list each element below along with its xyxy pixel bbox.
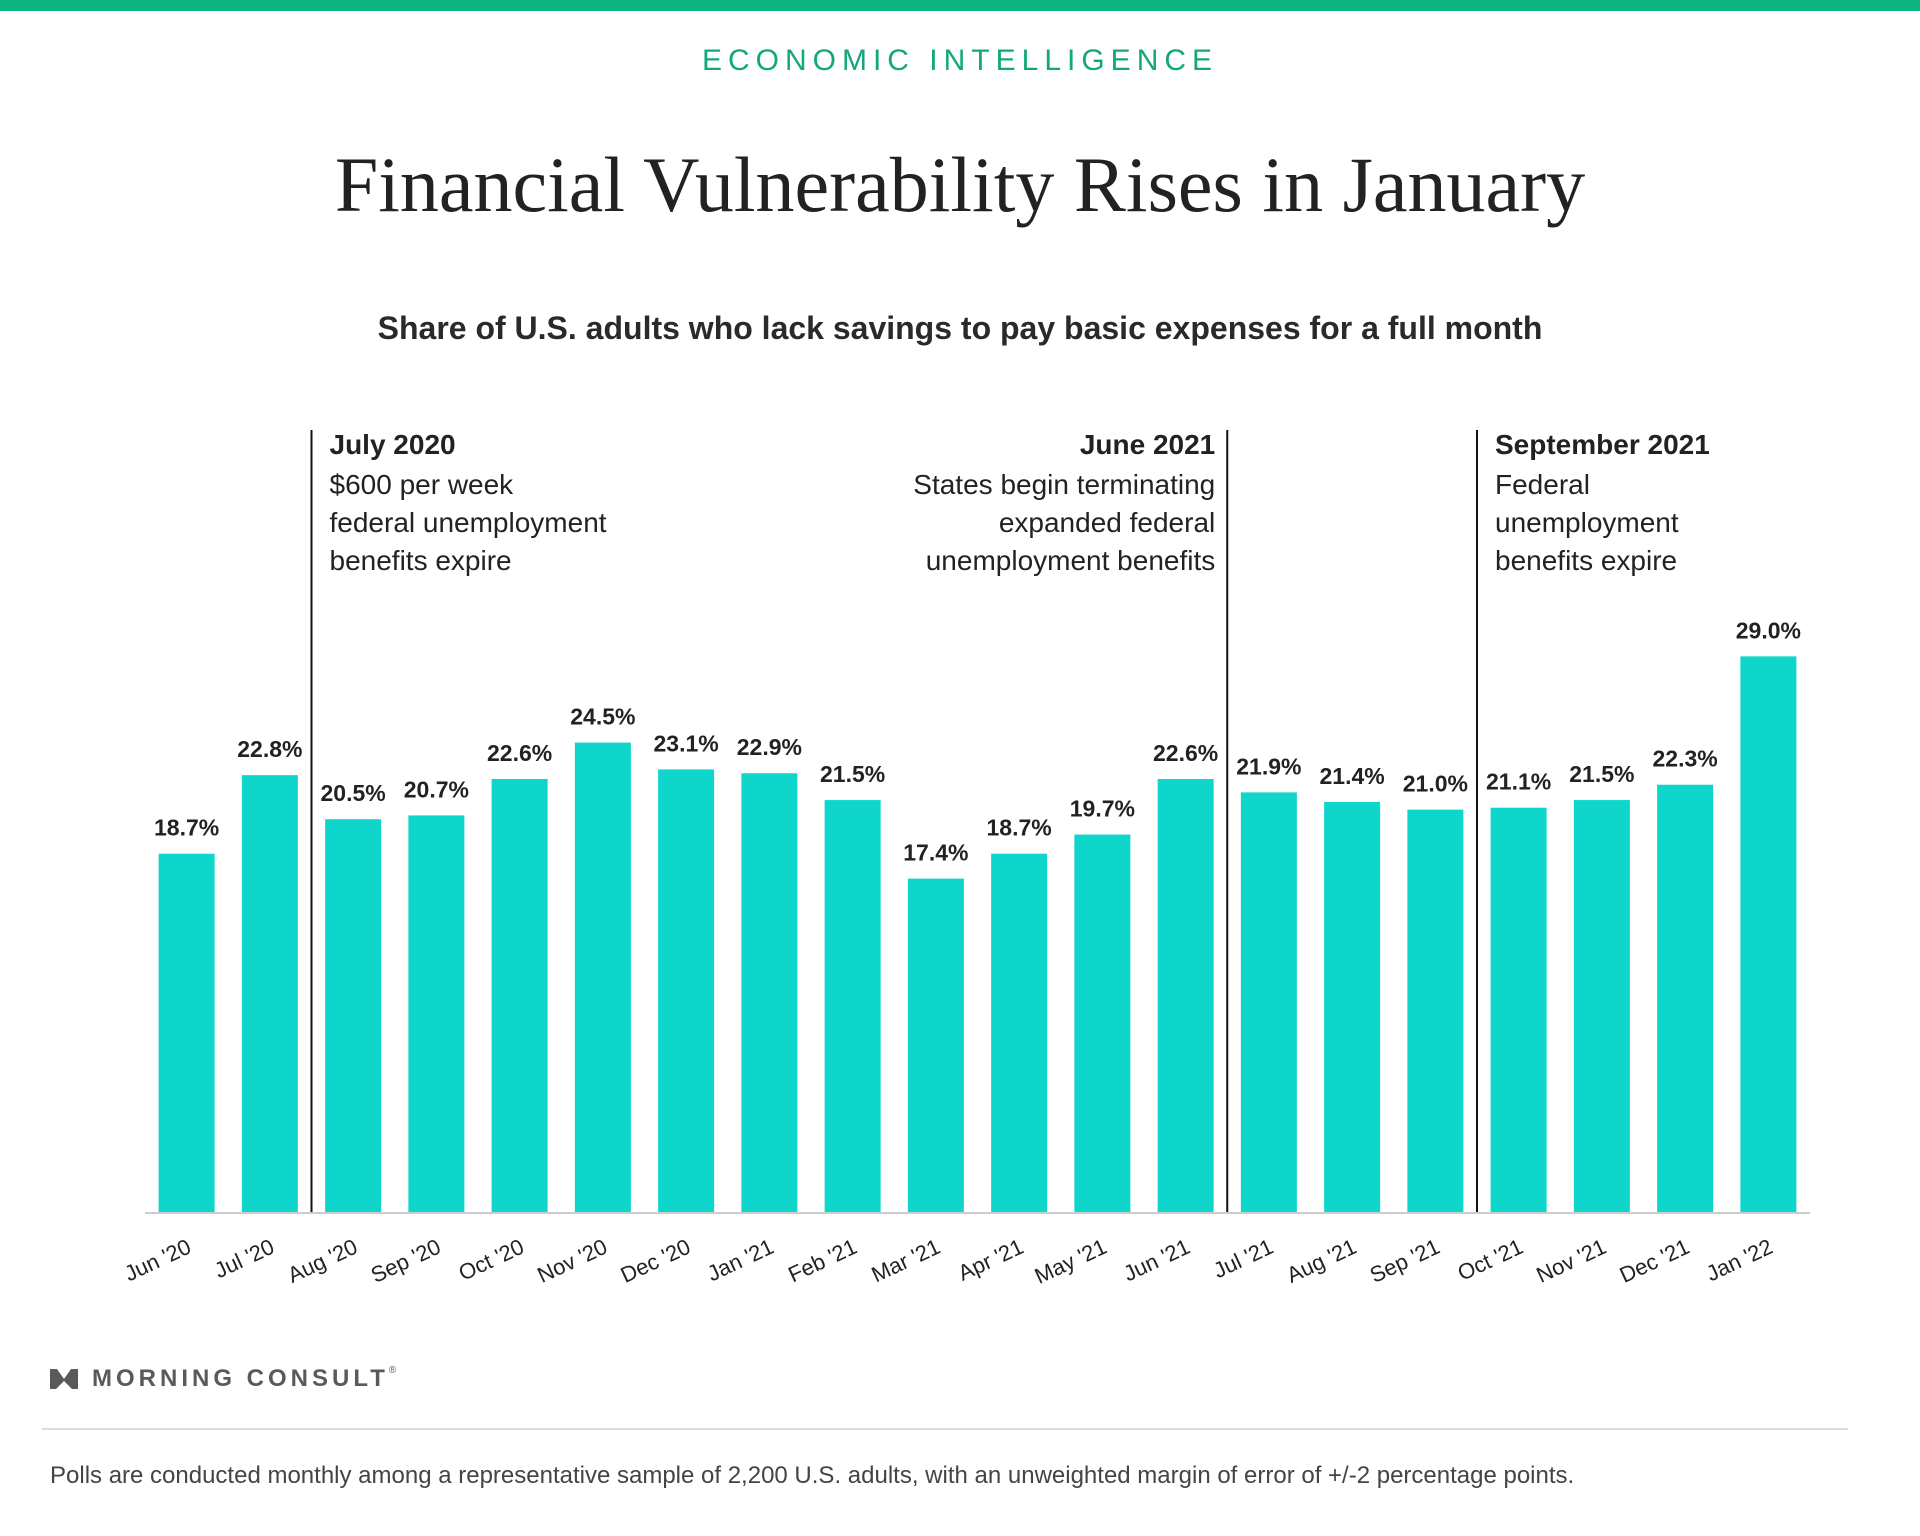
x-tick-label: Oct '20 (455, 1234, 528, 1286)
brand-mark: ® (388, 1365, 397, 1376)
chart-subtitle: Share of U.S. adults who lack savings to… (377, 310, 1543, 346)
bar-value-label: 22.3% (1653, 746, 1718, 772)
bar-value-label: 22.6% (487, 740, 552, 766)
x-tick-label: Feb '21 (784, 1234, 860, 1287)
bar-value-label: 21.4% (1320, 763, 1385, 789)
annotation-text: benefits expire (1495, 545, 1677, 576)
bar (1490, 807, 1547, 1212)
x-tick-label: Dec '21 (1616, 1234, 1694, 1288)
bar (325, 819, 382, 1212)
annotation-text: $600 per week (330, 469, 515, 500)
annotation-text: unemployment benefits (926, 545, 1216, 576)
x-tick-label: Jun '20 (120, 1234, 194, 1286)
x-tick-label: Dec '20 (617, 1234, 695, 1288)
annotation-text: unemployment (1495, 507, 1679, 538)
bar (741, 773, 798, 1212)
bar-value-label: 20.7% (404, 776, 469, 802)
bar-value-label: 24.5% (570, 704, 635, 730)
x-tick-label: Jan '22 (1702, 1234, 1776, 1286)
annotation-text: Federal (1495, 469, 1590, 500)
footer-divider (42, 1428, 1848, 1430)
x-tick-label: Mar '21 (868, 1234, 944, 1287)
bar (1324, 801, 1381, 1212)
chart-title: Financial Vulnerability Rises in January (334, 141, 1586, 228)
bar-value-label: 18.7% (987, 815, 1052, 841)
bar (1573, 800, 1630, 1212)
annotation-text: expanded federal (999, 507, 1215, 538)
section-eyebrow: ECONOMIC INTELLIGENCE (701, 44, 1219, 77)
bar-value-label: 22.6% (1153, 740, 1218, 766)
bar-value-label: 17.4% (903, 840, 968, 866)
x-tick-label: Jul '20 (210, 1234, 278, 1283)
annotation-text: States begin terminating (913, 469, 1215, 500)
bar-value-label: 22.9% (737, 734, 802, 760)
bar-value-label: 20.5% (321, 780, 386, 806)
x-tick-label: Jan '21 (703, 1234, 777, 1286)
x-tick-label: Jul '21 (1209, 1234, 1277, 1283)
bar-value-label: 23.1% (654, 730, 719, 756)
bar-value-label: 29.0% (1736, 617, 1801, 643)
bar (991, 853, 1048, 1212)
x-tick-label: Oct '21 (1454, 1234, 1527, 1286)
bar (824, 800, 881, 1212)
x-tick-label: Apr '21 (954, 1234, 1027, 1286)
brand-logo: MORNING CONSULT ® (48, 1365, 396, 1393)
bar (1407, 809, 1464, 1212)
bar (1657, 784, 1714, 1212)
annotation-text: federal unemployment (330, 507, 607, 538)
bar-value-label: 21.5% (1569, 761, 1634, 787)
bar (408, 815, 465, 1212)
bar-value-label: 21.9% (1236, 753, 1301, 779)
bar (658, 769, 715, 1212)
annotation-heading: June 2021 (1080, 429, 1215, 460)
bar-chart: 18.7% Jun '20 22.8% Jul '20 20.5% Aug '20 20.7… (120, 429, 1810, 1289)
bar-value-label: 18.7% (154, 815, 219, 841)
morning-consult-logo-icon (50, 1369, 78, 1389)
bar-value-label: 19.7% (1070, 796, 1135, 822)
bar-value-label: 22.8% (237, 736, 302, 762)
bar-value-label: 21.1% (1486, 769, 1551, 795)
x-tick-label: Sep '20 (367, 1234, 445, 1288)
bar (1740, 656, 1797, 1212)
x-tick-label: Nov '20 (533, 1234, 611, 1288)
x-tick-label: May '21 (1031, 1234, 1111, 1289)
top-accent-bar (0, 0, 1920, 11)
x-tick-label: Sep '21 (1366, 1234, 1444, 1288)
x-tick-label: Aug '21 (1283, 1234, 1361, 1288)
bar-value-label: 21.5% (820, 761, 885, 787)
x-tick-label: Aug '20 (284, 1234, 362, 1288)
bar (574, 742, 631, 1212)
bar (1240, 792, 1297, 1212)
annotation-text: benefits expire (330, 545, 512, 576)
bar-value-label: 21.0% (1403, 771, 1468, 797)
bar (158, 853, 215, 1212)
bar (1074, 834, 1131, 1212)
annotation-heading: July 2020 (330, 429, 456, 460)
methodology-note: Polls are conducted monthly among a repr… (50, 1462, 1575, 1489)
bar (1157, 778, 1214, 1212)
annotation-heading: September 2021 (1495, 429, 1710, 460)
brand-name: MORNING CONSULT (92, 1365, 389, 1392)
bar (907, 878, 964, 1212)
x-tick-label: Nov '21 (1532, 1234, 1610, 1288)
bar (491, 778, 548, 1212)
bar (241, 775, 298, 1212)
x-tick-label: Jun '21 (1119, 1234, 1193, 1286)
